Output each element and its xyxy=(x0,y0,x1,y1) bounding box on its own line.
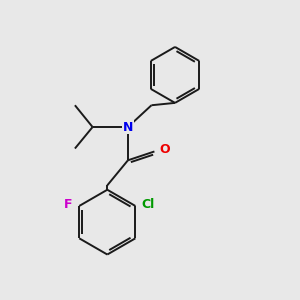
Text: F: F xyxy=(64,198,73,211)
Text: Cl: Cl xyxy=(142,198,155,211)
Text: N: N xyxy=(123,121,133,134)
Text: O: O xyxy=(160,143,170,157)
